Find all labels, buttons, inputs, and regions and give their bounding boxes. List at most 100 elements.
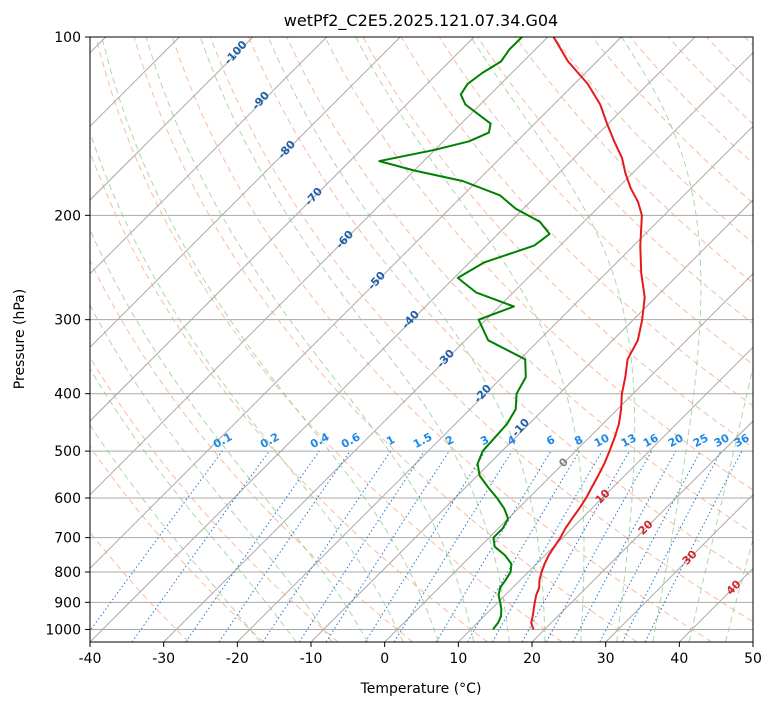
plot-frame (89, 36, 754, 643)
mixing-ratio-line (393, 450, 513, 642)
isotherm-line (752, 641, 753, 642)
moist-adiabat-line (199, 37, 510, 642)
dry-adiabat-label: -80 (275, 138, 298, 162)
x-axis-ticks: -40 -30 -20 -10 0 10 20 30 40 50 (79, 642, 762, 667)
moist-adiabat-line (90, 304, 333, 642)
x-tick-label: 10 (449, 651, 467, 667)
dry-adiabat-label: -50 (365, 269, 388, 293)
isotherm-line (163, 51, 753, 642)
isotherm-gridlines (90, 37, 753, 642)
moist-adiabat-line (621, 37, 702, 642)
isotherm-line (457, 346, 753, 642)
dry-adiabat-line (706, 37, 753, 86)
y-tick-label: 700 (54, 531, 81, 547)
moist-adiabats (90, 37, 753, 642)
y-tick-label: 1000 (45, 622, 81, 638)
isotherm-line (90, 37, 401, 349)
dry-adiabat-label: -40 (399, 308, 422, 332)
mixing-ratio-label: 8 (572, 433, 585, 448)
dry-adiabat-label: -30 (434, 347, 457, 371)
isotherm-line (236, 125, 753, 642)
isotherm-line (90, 37, 475, 422)
dry-adiabat-line (324, 37, 753, 491)
x-tick-label: 0 (380, 651, 389, 667)
y-tick-label: 800 (54, 565, 81, 581)
mixing-ratio-label: 25 (691, 431, 711, 450)
dry-adiabat-line (744, 37, 753, 47)
moist-adiabat-line (90, 130, 404, 642)
x-tick-label: -40 (79, 651, 102, 667)
mixing-ratio-label: 30 (712, 431, 732, 450)
mixing-ratio-line (435, 450, 552, 642)
mixing-ratio-label: 36 (732, 431, 752, 450)
dry-adiabat-line (90, 150, 488, 642)
dry-adiabat-line (400, 37, 753, 407)
moist-adiabat-line (90, 228, 369, 642)
mixing-ratio-line (218, 450, 351, 642)
x-axis-label: Temperature (°C) (360, 681, 482, 697)
moist-adiabat-line (355, 37, 585, 642)
moist-adiabat-label: 10 (593, 486, 613, 506)
isotherm-line (90, 37, 696, 642)
x-tick-label: 30 (597, 651, 615, 667)
mixing-ratio-label: 2 (443, 433, 456, 448)
mixing-ratio-label: 6 (544, 433, 557, 448)
x-tick-label: 50 (744, 651, 762, 667)
dry-adiabat-line (210, 37, 753, 623)
x-tick-label: 20 (523, 651, 541, 667)
sounding-series (378, 37, 646, 631)
dry-adiabat-line (248, 37, 753, 578)
dry-adiabat-label: -90 (249, 89, 272, 113)
dry-adiabat-line (477, 37, 753, 325)
y-tick-label: 900 (54, 595, 81, 611)
dry-adiabat-line (95, 37, 563, 642)
dry-adiabat-label: -100 (222, 38, 250, 67)
mixing-ratio-line (185, 450, 320, 642)
isotherm-line (310, 199, 753, 642)
x-tick-label: 40 (670, 651, 688, 667)
mixing-ratio-label: 1 (384, 433, 397, 448)
dry-adiabat-label: -20 (471, 382, 494, 406)
dry-adiabat-line (90, 259, 414, 642)
mixing-ratio-lines (90, 450, 743, 642)
y-tick-label: 200 (54, 208, 81, 224)
mixing-ratio-label: 3 (478, 433, 491, 448)
dry-adiabat-line (515, 37, 753, 284)
y-tick-label: 600 (54, 491, 81, 507)
mixing-ratio-line (364, 450, 486, 642)
mixing-ratio-line (298, 450, 425, 642)
mixing-ratio-label: 13 (619, 431, 639, 450)
y-tick-label: 300 (54, 313, 81, 329)
dry-adiabat-line (90, 356, 339, 642)
x-tick-label: -20 (226, 651, 249, 667)
moist-adiabat-line (725, 538, 753, 642)
mixing-ratio-line (599, 450, 701, 642)
dry-adiabat-line (90, 445, 264, 642)
mixing-ratio-line (131, 450, 270, 642)
mixing-ratio-line (491, 450, 603, 642)
plot-area: -100-90-80-70-60-50-40-30-20-10010203040… (90, 37, 753, 642)
moist-adiabat-line (145, 37, 475, 642)
isobar-gridlines (90, 37, 753, 630)
moist-adiabat-line (470, 37, 636, 642)
isotherm-line (531, 420, 753, 642)
mixing-ratio-line (262, 450, 392, 642)
y-axis-label: Pressure (hPa) (12, 289, 28, 389)
moist-adiabat-line (90, 423, 261, 642)
isotherm-line (384, 272, 753, 642)
mixing-ratio-label: 0.4 (308, 430, 332, 451)
x-tick-label: -10 (300, 651, 323, 667)
chart-title: wetPf2_C2E5.2025.121.07.34.G04 (284, 11, 558, 31)
isotherm-line (90, 37, 254, 201)
isotherm-line (90, 37, 328, 275)
dry-adiabat-line (171, 37, 712, 642)
dewpoint-line (378, 37, 551, 631)
dry-adiabat-line (629, 37, 753, 165)
isotherm-line (605, 493, 753, 642)
y-tick-label: 400 (54, 387, 81, 403)
mixing-ratio-line (521, 450, 630, 642)
moist-adiabat-line (101, 37, 439, 642)
mixing-ratio-line (467, 450, 580, 642)
y-axis-ticks: 1000 900 800 700 600 500 400 300 200 100 (45, 30, 90, 638)
